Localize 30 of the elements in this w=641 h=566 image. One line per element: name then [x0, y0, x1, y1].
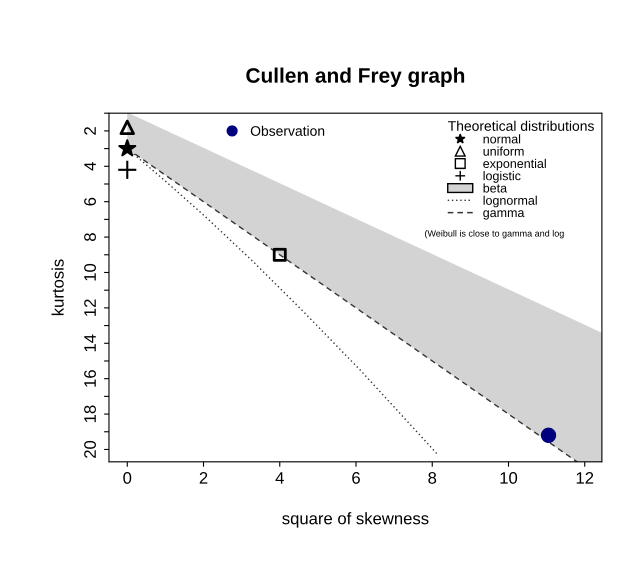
- x-axis-title: square of skewness: [282, 512, 428, 528]
- x-tick-label: 6: [352, 472, 360, 484]
- y-tick-label: 8: [84, 233, 96, 241]
- y-axis-title: kurtosis: [52, 259, 64, 316]
- legend-title: Theoretical distributions: [448, 120, 594, 131]
- legend-label: exponential: [483, 158, 546, 170]
- x-tick-label: 12: [576, 472, 594, 484]
- legend-label: Observation: [250, 126, 324, 136]
- legend-label: gamma: [483, 210, 524, 220]
- legend-label: uniform: [484, 146, 524, 156]
- y-tick-label: 6: [84, 198, 96, 206]
- legend-label: lognormal: [484, 196, 537, 208]
- x-tick-label: 2: [200, 472, 208, 484]
- y-tick-label: 10: [84, 264, 96, 280]
- y-tick-label: 18: [84, 406, 96, 422]
- legend-label: logistic: [484, 171, 521, 183]
- y-tick-label: 2: [84, 127, 96, 135]
- chart-title: Cullen and Frey graph: [246, 68, 464, 88]
- y-tick-label: 16: [84, 370, 96, 387]
- y-tick-label: 20: [84, 440, 96, 458]
- y-tick-label: 12: [84, 299, 96, 316]
- x-tick-label: 0: [123, 472, 132, 484]
- y-tick-label: 4: [84, 162, 96, 171]
- x-tick-label: 8: [428, 472, 436, 484]
- y-tick-label: 14: [84, 334, 96, 352]
- x-tick-label: 10: [500, 472, 518, 484]
- legend-label: normal: [484, 134, 520, 144]
- annotation: (Weibull is close to gamma and log: [425, 230, 564, 238]
- x-tick-label: 4: [276, 472, 284, 484]
- legend-label: beta: [484, 183, 508, 193]
